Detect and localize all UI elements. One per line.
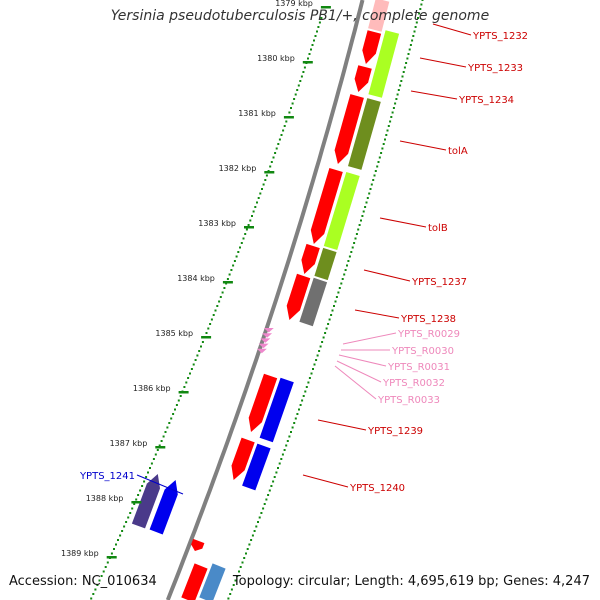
cog-tolB	[323, 172, 360, 250]
label-leader-line	[342, 332, 397, 345]
label-leader-line	[410, 90, 458, 100]
scale-tick-label: 1388 kbp	[86, 494, 124, 503]
inner-dotted-ring	[227, 0, 424, 600]
scale-tick-mark	[155, 446, 166, 449]
gene-label: YPTS_1234	[458, 95, 514, 106]
gene-label: YPTS_R0033	[377, 395, 440, 406]
gene-1237-forward	[301, 243, 320, 274]
genome-backbone	[165, 0, 365, 600]
scale-tick-label: 1382 kbp	[219, 164, 257, 173]
gene-1240-forward	[231, 437, 255, 480]
cog-1240	[242, 443, 271, 491]
scale-tick-mark	[201, 336, 212, 339]
gene-tolB-forward	[310, 168, 343, 244]
rna-chevron-3	[260, 338, 271, 343]
label-leader-line	[334, 365, 377, 400]
gene-label: YPTS_1239	[367, 426, 423, 437]
label-leader-line	[379, 217, 427, 228]
cog-1239	[259, 377, 294, 443]
gene-1238-forward	[286, 273, 311, 320]
label-leader-line	[432, 23, 472, 36]
scale-tick-label: 1380 kbp	[257, 54, 295, 63]
scale-tick-label: 1385 kbp	[155, 329, 193, 338]
rna-chevron-5	[256, 348, 267, 354]
label-leader-line	[419, 57, 467, 68]
scale-tick-label: 1387 kbp	[110, 439, 148, 448]
scale-tick-mark	[302, 61, 313, 64]
gene-label: YPTS_1240	[349, 483, 405, 494]
cog-1233	[368, 30, 400, 98]
scale-tick-label: 1384 kbp	[177, 274, 215, 283]
gene-label: YPTS_1233	[467, 63, 523, 74]
label-leader-line	[336, 360, 382, 383]
label-leader-line	[354, 309, 400, 319]
gene-label: tolA	[448, 146, 468, 157]
label-leader-line	[302, 474, 349, 488]
scale-tick-label: 1379 kbp	[275, 0, 313, 8]
scale-tick-label: 1381 kbp	[238, 109, 276, 118]
rna-chevron-4	[258, 343, 269, 349]
rna-chevron-1	[263, 328, 274, 333]
gene-1239-forward	[248, 373, 278, 432]
scale-tick-label: 1386 kbp	[133, 384, 171, 393]
accession-text: Accession: NC_010634	[9, 574, 157, 589]
backbone-line	[165, 0, 365, 600]
gene-1241-cog	[149, 480, 178, 535]
gene-1241-reverse	[131, 474, 160, 529]
gene-labels: YPTS_1232 YPTS_1233 YPTS_1234 tolA tolB YPTS_…	[79, 23, 528, 495]
cog-1238	[299, 277, 328, 327]
scale-tick-mark	[106, 556, 117, 559]
rna-chevron-2	[262, 333, 273, 338]
genome-summary-text: Topology: circular; Length: 4,695,619 bp…	[232, 574, 590, 589]
label-leader-line	[136, 474, 184, 495]
scale-tick-mark	[264, 171, 275, 174]
gene-label: YPTS_R0029	[397, 329, 460, 340]
gene-features	[131, 0, 400, 600]
scale-tick-mark	[320, 6, 331, 9]
gene-label: YPTS_R0030	[391, 346, 454, 357]
gene-1242-forward	[181, 563, 208, 600]
scale-tick-mark	[283, 116, 294, 119]
scale-tick-mark	[222, 281, 233, 284]
gene-label: YPTS_R0031	[387, 362, 450, 373]
label-leader-line	[317, 419, 367, 431]
cog-1242	[199, 563, 226, 600]
label-leader-line	[363, 269, 411, 282]
small-forward-feature	[191, 538, 205, 551]
cog-tolA	[348, 98, 381, 170]
scale-tick-mark	[131, 501, 142, 504]
label-leader-line	[338, 354, 387, 367]
gene-label: tolB	[428, 223, 448, 234]
gc-dotted-ring	[90, 17, 323, 600]
scale-tick-mark	[244, 226, 254, 229]
gene-1232-forward	[362, 30, 382, 64]
gene-label: YPTS_R0032	[382, 378, 445, 389]
label-leader-line	[399, 140, 447, 151]
scale-tick-label: 1383 kbp	[198, 219, 236, 228]
gene-label: YPTS_1241	[79, 471, 135, 482]
cog-1237	[314, 247, 337, 281]
gene-1233-forward	[354, 65, 372, 92]
map-title: Yersinia pseudotuberculosis PB1/+, compl…	[110, 8, 490, 24]
gene-label: YPTS_1237	[411, 277, 467, 288]
gene-tolA-forward	[334, 94, 364, 164]
scale-tick-mark	[178, 391, 189, 394]
scale-ticks: 1379 kbp 1380 kbp 1381 kbp 1382 kbp 1383 kbp…	[61, 0, 331, 559]
gene-1231-forward	[368, 0, 390, 32]
gene-label: YPTS_1238	[400, 314, 456, 325]
gene-label: YPTS_1232	[472, 31, 528, 42]
scale-tick-label: 1389 kbp	[61, 549, 99, 558]
